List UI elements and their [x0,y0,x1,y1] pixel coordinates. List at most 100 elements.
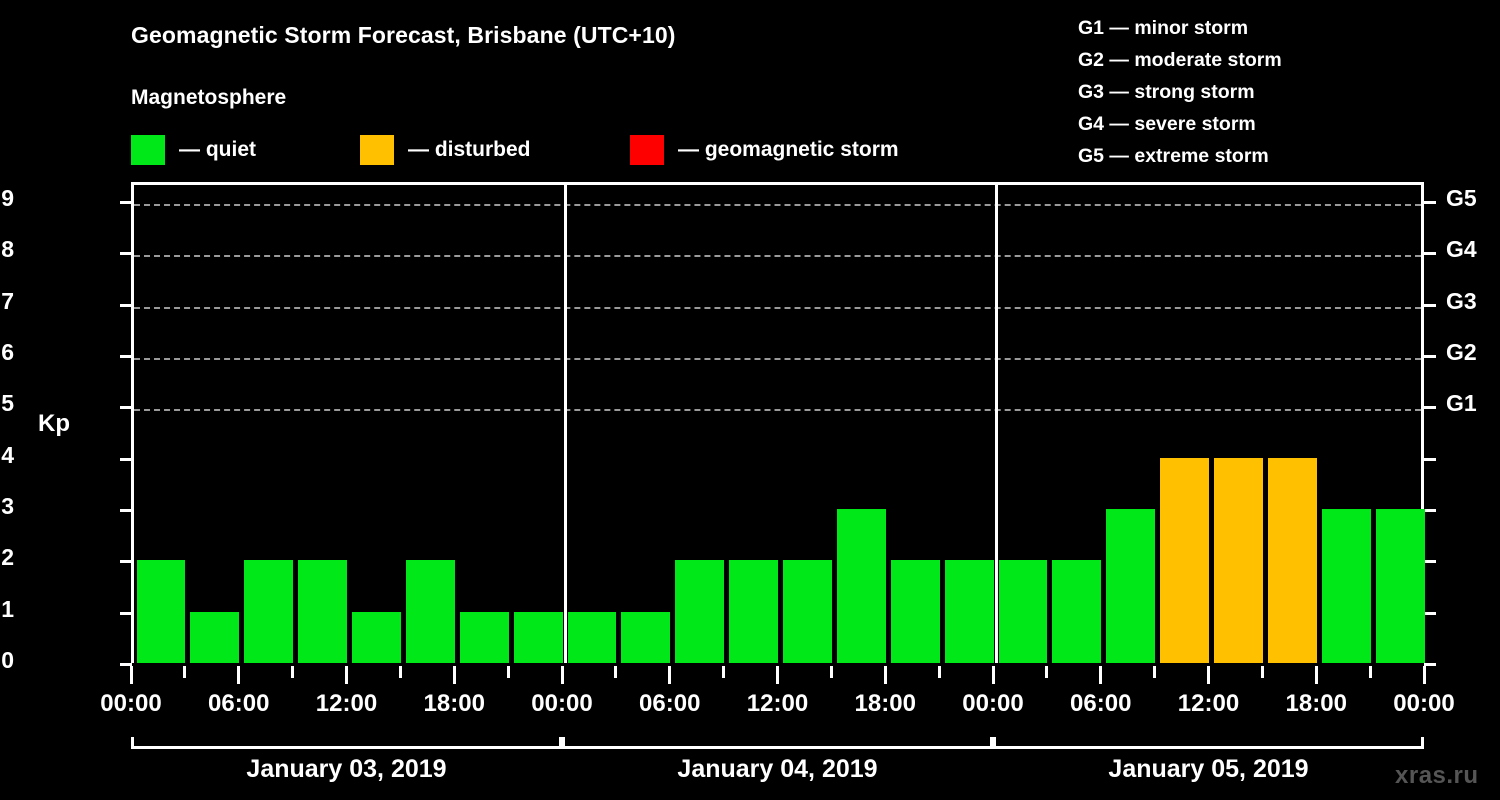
x-tick-mark [506,666,510,678]
bar [190,611,240,663]
y-tick-label-7: 7 [1,287,14,314]
y-tick-mark [120,355,132,358]
legend-entry-disturbed: — disturbed [360,133,531,167]
x-tick-mark [668,666,672,684]
day-separator [994,185,998,663]
bar [1160,457,1209,663]
x-tick-mark [937,666,941,678]
bar [1321,509,1371,663]
x-tick-label: 00:00 [1393,690,1455,717]
x-tick-mark [1207,666,1210,684]
y-tick-label-5: 5 [1,390,14,417]
legend-heading: Magnetosphere [131,86,287,109]
x-tick-label: 06:00 [1070,690,1132,717]
x-tick-mark [291,666,295,678]
gridline-kp-9 [134,204,1421,206]
y-tick-mark [120,560,132,564]
y-tick-label-3: 3 [1,493,14,519]
x-tick-label: 18:00 [423,690,485,717]
bar [675,560,725,663]
x-tick-label: 00:00 [962,690,1024,717]
bar [513,611,563,663]
x-tick-label: 00:00 [100,690,162,717]
y-tick-label-6: 6 [1,339,14,365]
date-label: January 03, 2019 [246,755,447,783]
bar [136,560,186,663]
x-tick-mark [237,666,241,684]
y-tick-mark [120,303,132,307]
bar [405,560,455,663]
x-tick-mark [345,666,348,684]
g-axis-label-G5: G5 [1446,185,1477,211]
bar [944,560,994,663]
bar [621,611,671,663]
legend-swatch-quiet [131,135,165,165]
g-axis-label-G2: G2 [1446,339,1477,365]
watermark: xras.ru [1395,762,1479,789]
x-tick-label: 18:00 [854,690,916,717]
y-tick-label-4: 4 [1,441,14,468]
legend-entry-quiet: — quiet [131,133,256,167]
x-tick-mark [1099,666,1103,684]
x-tick-mark [398,666,402,678]
y-tick-mark [120,663,132,666]
bar [244,560,294,663]
x-tick-mark [129,666,133,684]
bar [567,611,617,663]
y-tick-label-8: 8 [1,236,14,263]
y-tick-mark [120,252,132,256]
gridline-kp-6 [134,358,1421,360]
x-tick-label: 12:00 [1177,690,1240,717]
gridline-kp-8 [134,255,1421,258]
bar [1052,560,1102,663]
y-tick-label-2: 2 [1,544,14,571]
legend-label: — disturbed [408,138,531,161]
legend-entry-geomagnetic-storm: — geomagnetic storm [630,133,899,167]
y-tick-label-0: 0 [1,647,14,673]
g-scale-line-2: G2 — moderate storm [1078,49,1282,71]
date-label: January 05, 2019 [1108,755,1309,783]
x-tick-mark [1314,666,1318,684]
y-tick-mark-right [1424,201,1436,204]
g-scale-line-5: G5 — extreme storm [1078,145,1269,167]
x-tick-mark [1368,666,1372,678]
bar [998,560,1048,663]
legend-swatch-geomagnetic-storm [630,135,664,165]
x-tick-mark [829,666,833,678]
y-tick-mark-right [1424,406,1436,410]
x-tick-mark [614,666,618,678]
legend-label: — geomagnetic storm [678,138,899,161]
g-axis-label-G3: G3 [1446,287,1477,314]
g-scale-line-1: G1 — minor storm [1078,17,1249,39]
plot-inner [134,185,1425,663]
x-tick-label: 00:00 [531,690,593,717]
x-tick-label: 06:00 [639,690,701,717]
g-scale-line-4: G4 — severe storm [1078,113,1256,135]
x-tick-mark [1260,666,1264,678]
gridline-kp-5 [134,409,1421,412]
plot-area [131,182,1425,663]
y-tick-mark-right [1424,252,1436,256]
x-tick-mark [560,666,564,684]
y-tick-mark-right [1424,303,1436,307]
y-tick-mark-right [1424,560,1436,564]
x-tick-mark [1153,666,1157,678]
bar [1375,509,1425,663]
bar [836,509,886,663]
x-tick-mark [452,666,456,684]
date-bracket [993,737,1424,749]
bar [1267,457,1317,663]
gridline-kp-7 [134,306,1421,309]
x-tick-label: 06:00 [208,690,270,717]
date-bracket [562,737,993,749]
bar [890,560,940,663]
bar [783,560,832,663]
y-tick-mark-right [1424,355,1436,358]
x-tick-mark [776,666,779,684]
bar [1106,509,1156,663]
x-tick-mark [722,666,726,678]
x-tick-label: 12:00 [315,690,378,717]
y-axis-title: Kp [38,410,70,437]
date-bracket [131,737,562,749]
y-tick-mark [120,509,132,512]
